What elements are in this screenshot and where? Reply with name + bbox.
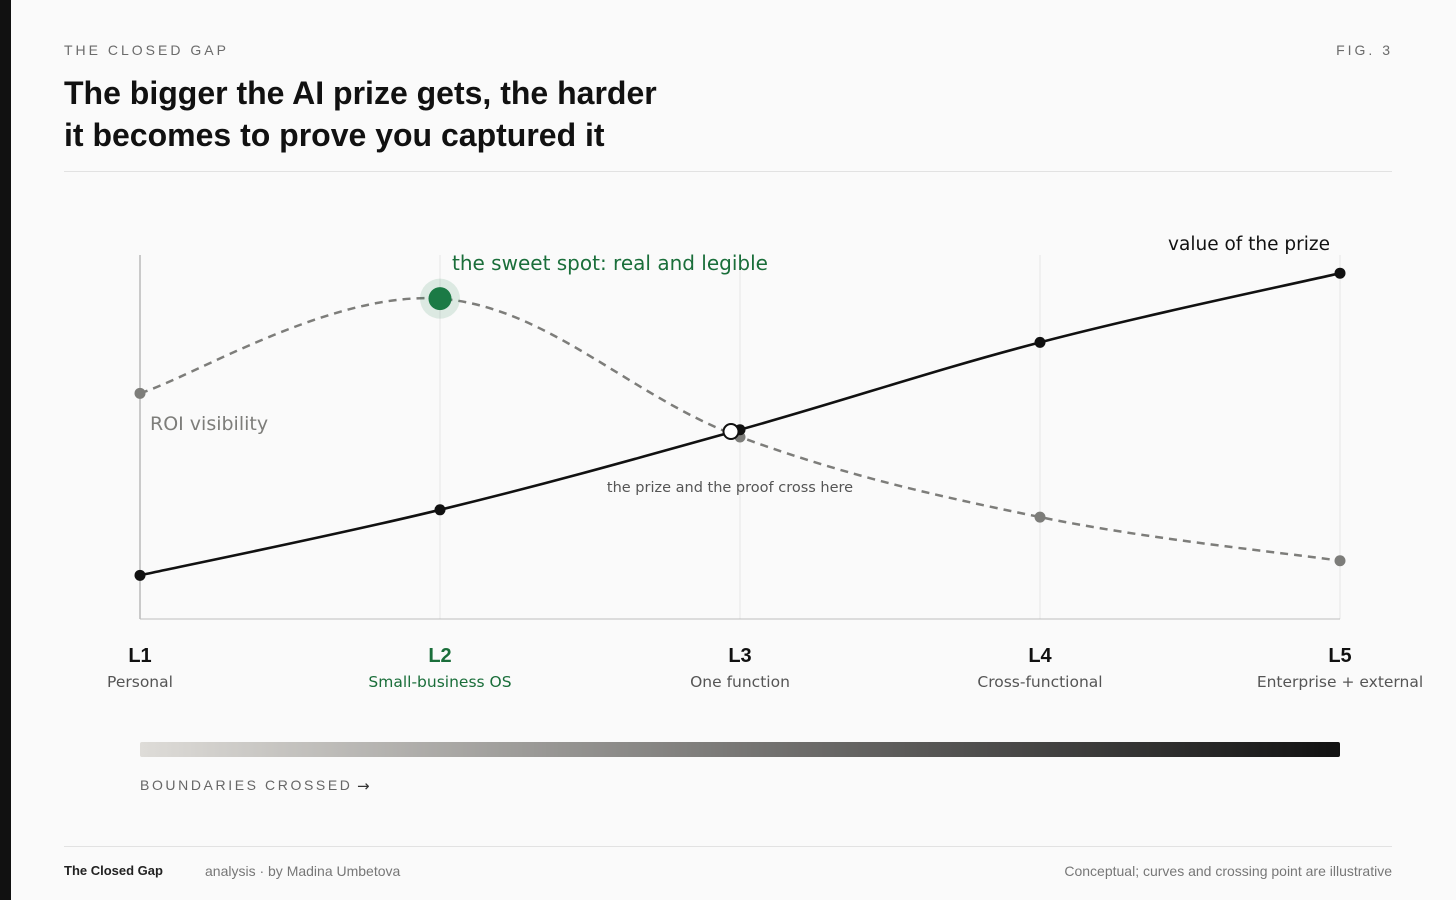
- prize-point-l4: [1034, 336, 1046, 348]
- crossing-annotation: the prize and the proof cross here: [607, 480, 853, 496]
- sweet-spot-point: [428, 287, 452, 311]
- roi-point-l1: [134, 387, 146, 399]
- footer-divider: [64, 846, 1392, 847]
- axes: [139, 255, 1340, 757]
- tick-label-name-l3: One function: [690, 673, 790, 691]
- roi-point-l5: [1334, 555, 1346, 567]
- boundaries-gradient-bar: [140, 742, 1340, 757]
- figure-number: FIG. 3: [1336, 42, 1393, 58]
- tick-label-code-l3: L3: [728, 645, 751, 667]
- tick-label-name-l4: Cross-functional: [977, 673, 1102, 691]
- arrow-right-icon: →: [357, 777, 370, 795]
- crossing-marker: [722, 423, 740, 441]
- grid-lines: [439, 255, 1341, 619]
- tick-label-code-l1: L1: [128, 645, 151, 667]
- x-axis-title: BOUNDARIES CROSSED: [140, 777, 353, 793]
- labels: the sweet spot: real and legible the priz…: [107, 234, 1423, 795]
- footer-brand: The Closed Gap: [64, 863, 163, 878]
- header-divider: [64, 171, 1392, 172]
- series-label-value-of-the-prize: value of the prize: [1168, 234, 1330, 255]
- markers: [134, 267, 1346, 581]
- left-edge-bar: [0, 0, 11, 900]
- prize-point-l2: [434, 504, 446, 516]
- roi-point-l4: [1034, 511, 1046, 523]
- tick-label-code-l4: L4: [1028, 645, 1052, 667]
- title-line-2: it becomes to prove you captured it: [64, 117, 605, 153]
- footer-note: Conceptual; curves and crossing point ar…: [1064, 863, 1392, 879]
- tick-label-name-l5: Enterprise + external: [1257, 673, 1423, 691]
- series-label-roi-visibility: ROI visibility: [150, 413, 268, 435]
- kicker-label: THE CLOSED GAP: [64, 42, 229, 58]
- tick-label-code-l2: L2: [428, 645, 451, 667]
- title-line-1: The bigger the AI prize gets, the harder: [64, 75, 657, 111]
- sweet-spot-annotation: the sweet spot: real and legible: [452, 251, 768, 275]
- prize-point-l5: [1334, 267, 1346, 279]
- tick-label-name-l1: Personal: [107, 673, 173, 691]
- tick-label-name-l2: Small-business OS: [368, 673, 511, 691]
- page-title: The bigger the AI prize gets, the harder…: [64, 72, 724, 156]
- footer-byline: analysis · by Madina Umbetova: [205, 863, 401, 879]
- prize-point-l1: [134, 569, 146, 581]
- tick-label-code-l5: L5: [1328, 645, 1351, 667]
